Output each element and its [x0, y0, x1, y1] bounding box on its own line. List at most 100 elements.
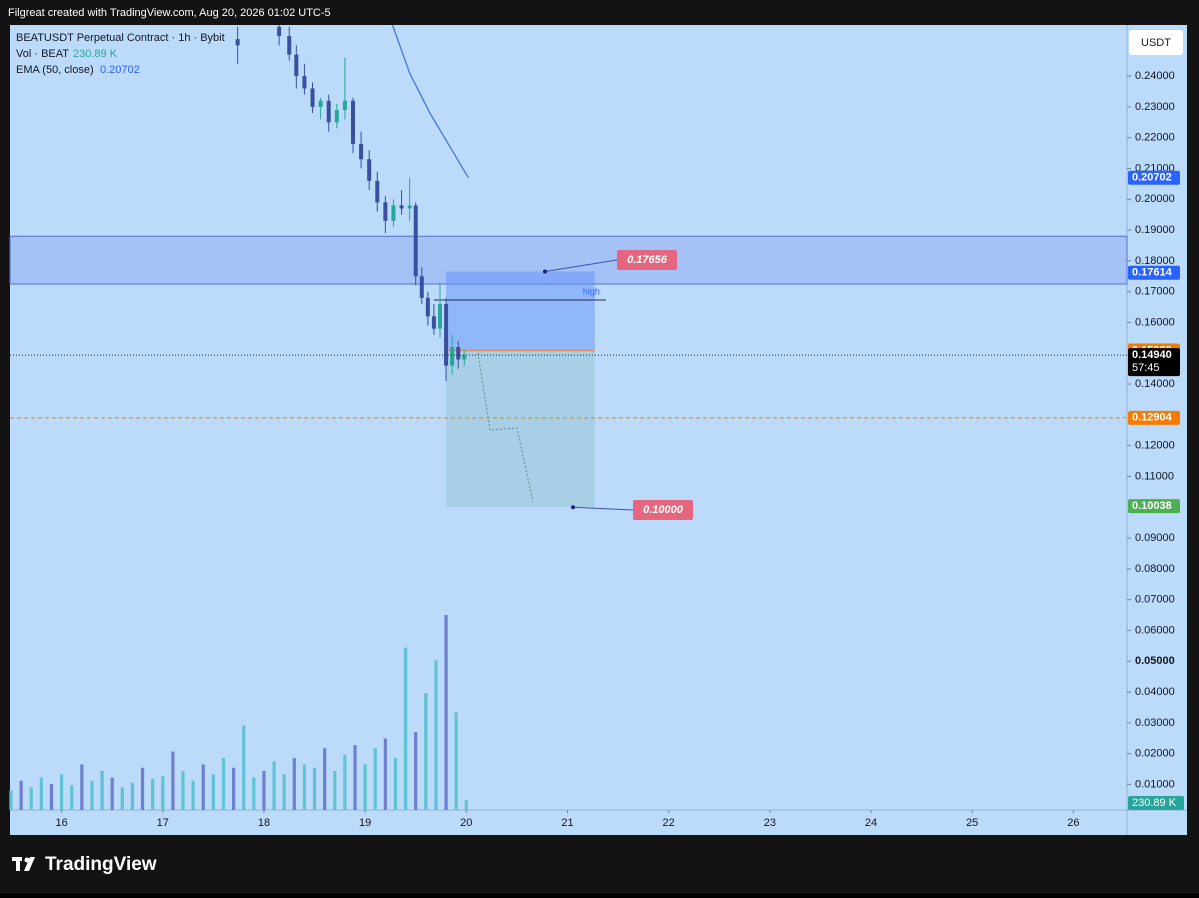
volume-bar	[151, 778, 155, 810]
volume-badge	[1128, 796, 1184, 810]
volume-bar	[282, 774, 286, 810]
candle-body	[399, 205, 404, 209]
y-tick-label: 0.06000	[1135, 624, 1175, 636]
legend-text: Vol · BEAT	[16, 48, 69, 60]
volume-bar	[363, 764, 367, 810]
volume-bar	[272, 761, 276, 810]
price-badge-label: 0.14940	[1132, 349, 1172, 361]
y-tick-label: 0.03000	[1135, 717, 1175, 729]
volume-bar	[221, 758, 226, 810]
volume-bar	[333, 771, 337, 810]
candle-body	[462, 355, 467, 360]
candle-body	[413, 205, 418, 277]
volume-bar	[464, 800, 468, 810]
candle-body	[383, 202, 388, 221]
volume-bar	[120, 787, 124, 810]
legend-text: BEATUSDT Perpetual Contract · 1h · Bybit	[16, 32, 225, 44]
callout-box	[633, 500, 693, 520]
y-tick-label: 0.20000	[1135, 193, 1175, 205]
callout-dot	[543, 269, 547, 274]
volume-bar	[262, 771, 266, 810]
volume-bar	[80, 764, 84, 810]
candle-body	[350, 100, 355, 144]
volume-bar	[201, 764, 205, 810]
volume-bar	[100, 771, 104, 810]
chart-area	[10, 25, 1187, 835]
price-badge	[1128, 410, 1180, 425]
callout-label: 0.17656	[627, 254, 668, 266]
callout-dot	[571, 505, 575, 510]
candle-body	[431, 316, 436, 329]
candle-body	[318, 100, 323, 107]
candle-body	[334, 109, 339, 123]
high-label: high	[583, 286, 600, 296]
volume-bar	[302, 764, 307, 810]
candle-body	[235, 39, 240, 46]
x-tick-label: 21	[561, 817, 573, 829]
candle-body	[456, 347, 461, 360]
y-tick-label: 0.05000	[1135, 655, 1175, 667]
y-tick-label: 0.19000	[1135, 224, 1175, 236]
x-tick-label: 16	[55, 817, 67, 829]
candle-body	[342, 100, 347, 110]
volume-bar	[110, 777, 114, 810]
candle-body	[287, 36, 292, 55]
volume-bar	[424, 693, 428, 810]
logo-text: TradingView	[45, 854, 157, 875]
volume-bar	[414, 732, 418, 810]
y-tick-label: 0.07000	[1135, 594, 1175, 606]
volume-bar	[181, 771, 185, 810]
legend-value: 230.89 K	[73, 48, 118, 60]
countdown: 57:45	[1132, 362, 1160, 374]
legend-text: EMA (50, close)	[16, 64, 94, 76]
volume-bar	[393, 758, 398, 810]
volume-bar	[323, 748, 327, 810]
candle-body	[277, 26, 282, 37]
candle-body	[326, 100, 331, 123]
candle-body	[438, 304, 443, 329]
volume-bar	[252, 777, 256, 810]
volume-bar	[383, 738, 387, 810]
logo-mark	[12, 857, 35, 871]
price-badge	[1128, 348, 1180, 377]
volume-bar	[19, 780, 23, 810]
callout-line	[544, 259, 618, 272]
price-badge	[1128, 265, 1180, 280]
volume-badge-label: 230.89 K	[1132, 797, 1177, 809]
price-badge-label: 0.12904	[1132, 412, 1173, 424]
ema-line	[391, 24, 469, 179]
y-tick-label: 0.14000	[1135, 378, 1175, 390]
currency: USDT	[1141, 37, 1171, 49]
y-tick-label: 0.17000	[1135, 286, 1175, 298]
y-tick-label: 0.22000	[1135, 132, 1175, 144]
volume-bar	[444, 615, 448, 810]
x-tick-label: 24	[865, 817, 877, 829]
y-tick-label: 0.24000	[1135, 70, 1175, 82]
y-tick-label: 0.23000	[1135, 101, 1175, 113]
x-tick-label: 25	[966, 817, 978, 829]
y-tick-label: 0.04000	[1135, 686, 1175, 698]
y-tick-label: 0.18000	[1135, 255, 1175, 267]
candle-body	[444, 304, 449, 366]
y-tick-label: 0.16000	[1135, 316, 1175, 328]
volume-bar	[373, 748, 377, 810]
header: Filgreat created with TradingView.com, A…	[8, 7, 331, 19]
volume-bar	[90, 780, 94, 810]
legend-value: 0.20702	[100, 64, 140, 76]
callout-label: 0.10000	[643, 504, 684, 516]
volume-bar	[404, 647, 408, 810]
callout-line	[572, 506, 634, 511]
volume-bar	[242, 725, 246, 810]
y-tick-label: 0.09000	[1135, 532, 1175, 544]
candle-body	[367, 159, 372, 181]
volume-bar	[292, 758, 296, 810]
x-tick-label: 17	[157, 817, 169, 829]
volume-bar	[9, 790, 13, 810]
x-tick-label: 23	[764, 817, 776, 829]
y-tick-label: 0.11000	[1135, 470, 1174, 482]
callout-box	[617, 250, 677, 270]
y-tick-label: 0.02000	[1135, 748, 1175, 760]
y-tick-label: 0.12000	[1135, 440, 1175, 452]
